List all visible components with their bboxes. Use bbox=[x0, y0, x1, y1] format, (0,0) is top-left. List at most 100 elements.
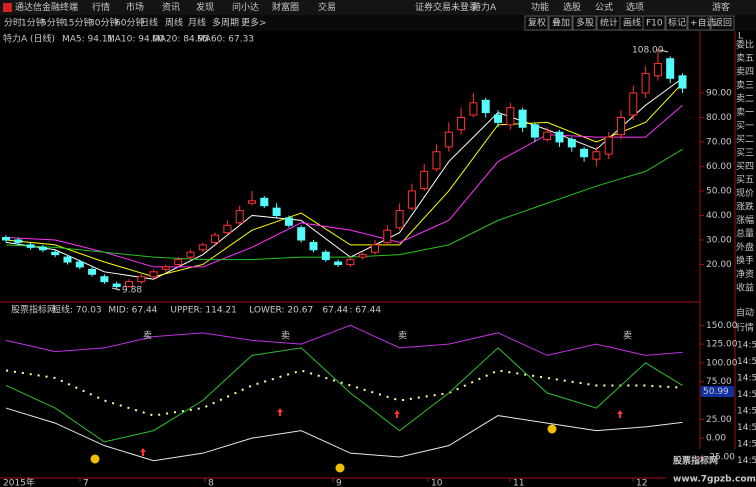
y-tick-label: 100.00 bbox=[706, 358, 738, 368]
candle-body bbox=[223, 224, 232, 234]
watermark-name: 股票指标网 bbox=[673, 455, 718, 467]
toolbar-button[interactable]: 叠加 bbox=[552, 18, 570, 29]
candle-body bbox=[383, 229, 392, 243]
candle-body bbox=[235, 210, 244, 224]
sell-signal: 卖 bbox=[143, 331, 152, 342]
indicator-line bbox=[5, 347, 683, 443]
candle-body bbox=[272, 207, 281, 216]
quote-label: 卖五 bbox=[736, 53, 754, 64]
menu-item[interactable]: 发现 bbox=[196, 1, 214, 13]
indicator-line bbox=[5, 82, 683, 278]
candle-body bbox=[174, 259, 183, 265]
candle-body bbox=[161, 266, 170, 270]
toolbar-button-frame bbox=[686, 15, 711, 31]
period-tab[interactable]: 分时 bbox=[4, 17, 22, 29]
candle-body bbox=[641, 72, 650, 94]
period-tab[interactable]: 60分钟 bbox=[115, 17, 144, 29]
y-tick-label: 50.00 bbox=[706, 186, 732, 196]
date-label: 11 bbox=[513, 479, 524, 487]
buy-arrow bbox=[140, 448, 146, 456]
toolbar-button[interactable]: +自选 bbox=[690, 17, 716, 29]
toolbar bbox=[0, 15, 756, 31]
candle-body bbox=[51, 251, 60, 256]
menu-item[interactable]: 选股 bbox=[563, 1, 581, 13]
tick-time: 14:50 bbox=[737, 407, 756, 417]
toolbar-button[interactable]: 复权 bbox=[528, 17, 546, 29]
menu-item[interactable]: 资讯 bbox=[162, 2, 180, 13]
candle-body bbox=[186, 251, 195, 258]
date-label: 8 bbox=[208, 479, 214, 487]
y-tick-label: 40.00 bbox=[706, 211, 732, 221]
candle-body bbox=[248, 200, 256, 204]
current-value: 50.99 bbox=[703, 387, 729, 397]
watermark-url: www.7gpzb.com bbox=[673, 475, 756, 485]
current-value-box bbox=[701, 386, 734, 397]
toolbar-button[interactable]: 返回 bbox=[714, 17, 732, 29]
period-tab[interactable]: 1分钟 bbox=[21, 17, 45, 29]
toolbar-button[interactable]: 画线 bbox=[623, 17, 641, 29]
menu-bar bbox=[0, 0, 756, 15]
toolbar-button[interactable]: 统计 bbox=[600, 17, 618, 29]
menu-item[interactable]: 问小达 bbox=[232, 1, 259, 13]
period-tab[interactable]: 多周期 bbox=[212, 17, 239, 29]
candle-body bbox=[260, 197, 269, 207]
candle-body bbox=[100, 276, 109, 283]
candle-body bbox=[629, 92, 638, 116]
legend-entry: LOWER: 20.67 bbox=[249, 306, 313, 316]
period-tab[interactable]: 日线 bbox=[140, 17, 158, 29]
candle-body bbox=[395, 210, 404, 229]
candle-body bbox=[2, 237, 10, 241]
menu-item[interactable]: 公式 bbox=[595, 1, 613, 13]
menu-item[interactable]: 交易 bbox=[318, 1, 336, 13]
quote-label: 卖四 bbox=[736, 67, 754, 78]
date-label: 9 bbox=[336, 479, 342, 487]
period-tab[interactable]: 更多> bbox=[241, 17, 267, 29]
menu-item[interactable]: 财富圈 bbox=[272, 1, 299, 13]
toolbar-button[interactable]: 标记 bbox=[668, 17, 686, 29]
candle-body bbox=[198, 244, 207, 251]
login-status[interactable]: 证券交易未登录 bbox=[415, 1, 478, 13]
menu-item[interactable]: 选项 bbox=[626, 1, 644, 13]
sidebar-tab[interactable]: 行情 bbox=[736, 322, 754, 334]
user-name[interactable]: 游客 bbox=[712, 1, 730, 13]
candle-body bbox=[518, 109, 527, 128]
candle-body bbox=[555, 131, 564, 143]
period-tab[interactable]: 30分钟 bbox=[89, 17, 118, 29]
candle-body bbox=[88, 268, 97, 275]
candle-body bbox=[580, 148, 589, 158]
y-tick-label: 20.00 bbox=[706, 260, 732, 270]
sell-signal: 卖 bbox=[623, 331, 632, 342]
period-tab[interactable]: 15分钟 bbox=[63, 17, 92, 29]
tick-time: 14:50 bbox=[737, 440, 756, 450]
period-tab[interactable]: 5分钟 bbox=[41, 17, 65, 29]
watermark-box bbox=[666, 449, 756, 487]
candle-body bbox=[506, 107, 515, 126]
candle-body bbox=[125, 281, 133, 288]
toolbar-button[interactable]: F10 bbox=[646, 19, 663, 29]
sell-signal: 卖 bbox=[398, 331, 407, 342]
period-tab[interactable]: 周线 bbox=[165, 17, 183, 29]
sidebar-corner: L bbox=[738, 32, 743, 42]
menu-item[interactable]: 功能 bbox=[531, 1, 549, 13]
sell-signal: 卖 bbox=[281, 331, 290, 342]
candle-body bbox=[346, 259, 355, 265]
legend-entry: : 67.44 bbox=[349, 306, 381, 316]
quote-label: 收益 bbox=[736, 282, 754, 294]
period-tab[interactable]: 月线 bbox=[188, 17, 206, 29]
legend-entry: UPPER: 114.21 bbox=[170, 306, 237, 316]
menu-item[interactable]: 市场 bbox=[126, 1, 144, 13]
y-tick-label: 90.00 bbox=[706, 88, 732, 98]
legend-entry: MA20: 84.95 bbox=[152, 35, 209, 45]
quote-label: 买三 bbox=[736, 148, 754, 159]
chart-title: 特力A (日线) bbox=[3, 33, 55, 45]
menu-item[interactable]: 行情 bbox=[92, 1, 110, 13]
candle-body bbox=[666, 58, 675, 79]
candle-body bbox=[309, 241, 318, 251]
toolbar-button[interactable]: 多股 bbox=[576, 17, 594, 29]
quote-label: 换手 bbox=[736, 255, 754, 267]
y-tick-label: 125.00 bbox=[706, 340, 738, 350]
tick-time: 14:50 bbox=[737, 357, 756, 367]
sidebar-tab[interactable]: 自动 bbox=[736, 307, 754, 319]
candle-body bbox=[371, 244, 379, 253]
quote-label: 总量 bbox=[736, 228, 754, 240]
